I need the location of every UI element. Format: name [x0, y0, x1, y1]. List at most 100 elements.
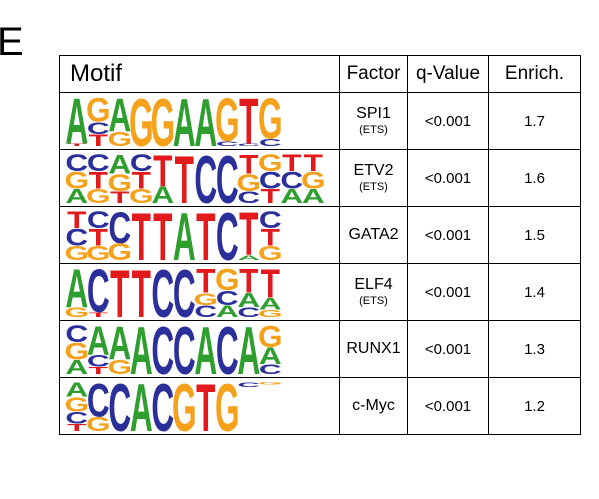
logo-letter-T: T: [261, 184, 280, 205]
logo-letter-G: G: [258, 381, 283, 385]
logo-letter-A: A: [130, 322, 153, 377]
logo-letter-T: T: [175, 151, 194, 206]
logo-letter-T: T: [132, 265, 151, 320]
logo-letter-A: A: [65, 184, 88, 205]
factor-cell: RUNX1: [339, 320, 408, 378]
factor-name: GATA2: [348, 226, 399, 243]
factor-family: (ETS): [359, 295, 388, 307]
logo-letter-G: G: [258, 241, 283, 262]
logo-letter-A: A: [173, 94, 196, 149]
logo-letter-G: G: [215, 379, 240, 434]
logo-letter-C: C: [216, 139, 239, 147]
logo-letter-A: A: [130, 379, 153, 434]
logo-letter-A: A: [194, 322, 217, 377]
logo-letter-T: T: [196, 265, 215, 300]
enrichment-cell: 1.7: [488, 92, 581, 150]
table-row: C G A A C T A G A C C A C A G A C RUNX1 <0.001 1.3: [59, 320, 581, 378]
logo-letter-T: T: [196, 379, 215, 434]
logo-letter-A: A: [259, 294, 282, 313]
logo-letter-T: T: [132, 208, 151, 263]
logo-letter-T: T: [89, 167, 108, 193]
logo-letter-G: G: [107, 238, 132, 262]
logo-letter-G: G: [193, 290, 218, 309]
table-row: A G C T T T C C T G C G C A T A C T A G ELF4 (ETS) <0.001 1.4: [59, 263, 581, 321]
logo-letter-G: G: [129, 94, 154, 149]
logo-letter-C: C: [259, 362, 282, 377]
logo-letter-A: A: [259, 342, 282, 368]
logo-letter-T: T: [153, 208, 172, 263]
logo-letter-G: G: [86, 412, 111, 433]
logo-letter-A: A: [87, 322, 110, 363]
logo-letter-A: A: [237, 322, 260, 377]
logo-letter-G: G: [172, 379, 197, 434]
logo-letter-C: C: [87, 379, 110, 427]
logo-letter-C: C: [237, 188, 260, 206]
logo-letter-C: C: [108, 208, 131, 253]
enrichment-cell: 1.4: [488, 263, 581, 321]
logo-letter-T: T: [239, 151, 258, 180]
logo-letter-G: G: [64, 338, 89, 364]
logo-letter-A: A: [108, 94, 131, 142]
logo-letter-T: T: [261, 265, 280, 306]
logo-letter-G: G: [258, 307, 283, 318]
logo-letter-C: C: [65, 224, 88, 250]
logo-letter-G: G: [86, 94, 111, 129]
logo-letter-A: A: [151, 181, 174, 205]
logo-letter-C: C: [87, 151, 110, 176]
logo-letter-C: C: [216, 286, 239, 309]
qvalue-cell: <0.001: [407, 263, 489, 321]
logo-letter-C: C: [87, 208, 110, 233]
factor-name: ELF4: [354, 276, 393, 293]
logo-letter-C: C: [108, 379, 131, 434]
logo-letter-A: A: [65, 94, 88, 149]
logo-letter-G: G: [86, 241, 111, 262]
logo-letter-G: G: [301, 167, 326, 193]
logo-letter-C: C: [237, 142, 260, 146]
qvalue-cell: <0.001: [407, 149, 489, 207]
logo-letter-A: A: [237, 253, 260, 261]
factor-family: (ETS): [359, 124, 388, 136]
logo-letter-T: T: [110, 188, 130, 206]
qvalue-cell: <0.001: [407, 377, 489, 435]
logo-letter-T: T: [67, 142, 87, 146]
logo-letter-G: G: [64, 305, 89, 320]
header-enrichment: Enrich.: [488, 55, 581, 93]
factor-cell: SPI1 (ETS): [339, 92, 408, 150]
factor-cell: GATA2: [339, 206, 408, 264]
table-row: T C G C T G C G T T A T C T A C T G GATA2 <0.001 1.5: [59, 206, 581, 264]
logo-letter-C: C: [237, 305, 260, 320]
table-row: A T G C T A G G G A A G C T C G C SPI1 (ETS) <0.001 1.7: [59, 92, 581, 150]
logo-letter-C: C: [259, 167, 282, 193]
logo-letter-C: C: [216, 322, 239, 377]
logo-letter-G: G: [258, 94, 283, 149]
logo-letter-G: G: [258, 322, 283, 354]
panel-label: E: [0, 20, 24, 64]
qvalue-cell: <0.001: [407, 206, 489, 264]
logo-letter-T: T: [282, 151, 301, 176]
logo-letter-C: C: [216, 151, 239, 206]
logo-letter-G: G: [64, 241, 89, 262]
factor-name: RUNX1: [346, 340, 401, 357]
logo-letter-A: A: [65, 355, 88, 376]
logo-letter-T: T: [153, 151, 173, 196]
logo-letter-T: T: [89, 224, 108, 250]
logo-letter-C: C: [173, 265, 196, 320]
logo-letter-C: C: [237, 380, 260, 388]
logo-letter-C: C: [194, 302, 217, 320]
logo-letter-A: A: [216, 302, 239, 320]
logo-letter-C: C: [65, 322, 88, 347]
factor-name: ETV2: [353, 162, 394, 179]
logo-letter-C: C: [194, 151, 217, 206]
logo-letter-C: C: [151, 322, 174, 377]
table-row: C G A C T G A G T C T G T A T C C T G C G C T T C A T G A ETV2 (ETS) <0…: [59, 149, 581, 207]
logo-letter-G: G: [107, 127, 132, 148]
header-qvalue: q-Value: [407, 55, 489, 93]
